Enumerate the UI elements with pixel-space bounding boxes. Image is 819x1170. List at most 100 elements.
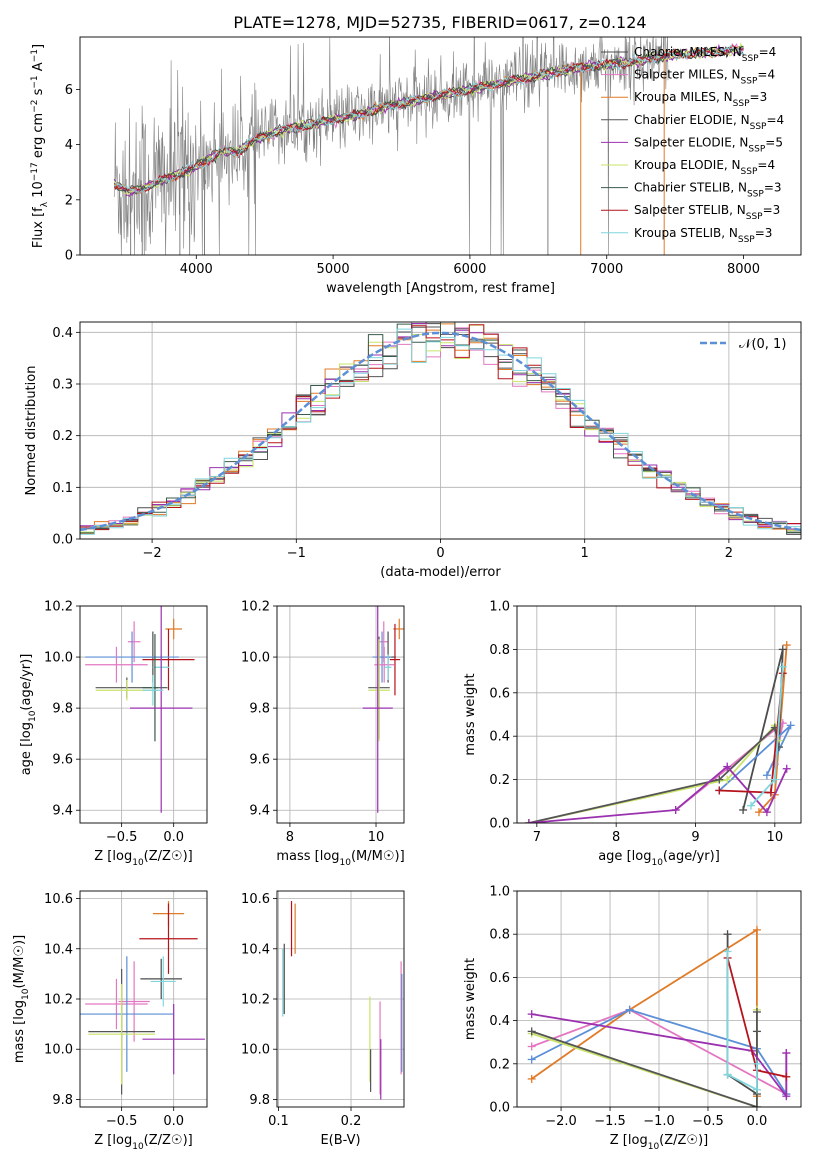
weight-series-line [531,1008,788,1095]
axes-frame [79,36,802,256]
plot-area [113,37,744,255]
y-tick-label: 9.4 [52,804,73,819]
mass-weight-vs-metallicity-plot: −2.0 −1.5 −1.0 −0.5 0.0 0.0 0.2 0.4 0.6 0.8 1.0 Z [… [463,885,802,1152]
y-tick-label: 0.0 [52,533,73,548]
x-tick-label: 9 [691,830,699,845]
y-tick-label: 9.6 [249,753,270,768]
x-tick-label: 4000 [180,262,213,277]
plot-area [362,606,404,813]
y-tick-label: 10.2 [241,600,270,615]
model-spectrum-kroupa_elodie [113,42,744,196]
y-tick-label: 10.4 [44,942,73,957]
y-tick-label: 10.4 [241,942,270,957]
x-tick-label: −0.5 [692,1114,724,1129]
legend-label: Chabrier ELODIE, NSSP=4 [634,113,784,132]
y-tick-label: 4 [65,138,73,153]
x-tick-label: −0.5 [106,1114,138,1129]
histogram-step-kroupa_stelib [80,328,801,535]
axes-frame [79,321,802,540]
plot-area [80,322,801,535]
y-axis-label: Flux [fλ 10−17 erg cm−2 s−1 A−1] [30,44,50,248]
x-axis-label: age [log10(age/yr)] [598,849,720,868]
y-tick-label: 10.2 [44,993,73,1008]
weight-series-line [531,1009,758,1107]
y-axis-label: mass weight [463,958,478,1040]
y-axis-label: age [log10(age/yr)] [19,654,38,776]
x-axis-label: (data-model)/error [380,565,501,580]
y-tick-label: 0 [65,249,73,264]
x-tick-label: 0.0 [163,1114,184,1129]
axes-frame [79,605,208,824]
y-axis-label: mass weight [463,673,478,755]
y-tick-label: 9.4 [249,804,270,819]
x-tick-label: 2 [725,546,733,561]
axes-frame [516,605,802,824]
x-tick-label: 0.0 [747,1114,768,1129]
x-axis-label: mass [log10(M/M☉)] [276,849,404,868]
plot-area [282,901,403,1100]
y-tick-label: 10.0 [241,651,270,666]
age-vs-metallicity-plot: −0.5 0.0 9.4 9.6 9.8 10.0 10.2 Z [log10(Z/Z☉)] a… [19,600,208,868]
legend-label: Kroupa MILES, NSSP=3 [634,90,767,109]
x-tick-label: −1 [287,546,306,561]
axes-frame [276,890,405,1108]
figure-title: PLATE=1278, MJD=52735, FIBERID=0617, z=0… [233,13,646,32]
y-tick-label: 0.3 [52,378,73,393]
y-tick-label: 9.6 [52,753,73,768]
y-tick-label: 0.2 [489,1057,510,1072]
legend-label: Chabrier MILES, NSSP=4 [634,45,776,64]
x-tick-label: 8 [286,830,294,845]
y-tick-label: 2 [65,193,73,208]
y-tick-label: 10.2 [44,600,73,615]
legend-label: Kroupa STELIB, NSSP=3 [634,226,772,245]
x-tick-label: 0 [436,546,444,561]
y-tick-label: 1.0 [489,885,510,900]
weight-series-line [528,723,780,823]
mass-vs-ebv-plot: 0.1 0.2 9.8 10.0 10.2 10.4 10.6 E(B-V) [241,890,405,1148]
model-spectrum-kroupa_stelib [114,44,744,193]
x-tick-label: −1.0 [643,1114,675,1129]
y-tick-label: 0.0 [489,1101,510,1116]
y-axis-label: Normed distribution [24,366,39,496]
y-tick-label: 9.8 [52,1093,73,1108]
y-tick-label: 0.0 [489,817,510,832]
y-tick-label: 10.0 [44,651,73,666]
y-tick-label: 10.6 [44,892,73,907]
plot-area [80,901,205,1095]
x-tick-label: 0.2 [341,1114,362,1129]
x-tick-label: 6000 [453,262,486,277]
weight-series-line [531,928,758,1097]
x-axis-label: Z [log10(Z/Z☉)] [94,849,192,868]
weight-series-line [726,951,758,1092]
y-tick-label: 1.0 [489,600,510,615]
y-tick-label: 9.8 [249,1093,270,1108]
x-tick-label: 7 [533,830,541,845]
y-tick-label: 6 [65,83,73,98]
weight-series-line [531,1012,758,1107]
y-tick-label: 0.6 [489,686,510,701]
histogram-step-kroupa_elodie [80,324,801,533]
legend-label: Salpeter ELODIE, NSSP=5 [634,135,783,154]
plot-area [524,641,795,823]
y-tick-label: 10.6 [241,892,270,907]
y-tick-label: 9.8 [52,702,73,717]
y-tick-label: 0.6 [489,971,510,986]
axes-frame [276,605,405,824]
x-tick-label: 10 [368,830,385,845]
y-tick-label: 10.0 [44,1043,73,1058]
x-tick-label: −2 [143,546,162,561]
y-tick-label: 0.2 [489,773,510,788]
y-tick-label: 0.1 [52,481,73,496]
residual-histogram-plot: −2 −1 0 1 2 0.0 0.1 0.2 0.3 0.4 (data-model)/error… [24,321,802,580]
weight-series-line [718,724,792,792]
x-axis-label: E(B-V) [320,1133,360,1148]
y-tick-label: 0.8 [489,643,510,658]
age-vs-mass-plot: 8 10 9.4 9.6 9.8 10.0 10.2 mass [log10(M/M☉)] [241,600,405,869]
x-tick-label: 8 [612,830,620,845]
weight-series-line [528,725,780,823]
x-tick-label: 8000 [727,262,760,277]
legend-label: 𝒩(0, 1) [739,337,786,352]
x-tick-label: 0.1 [268,1114,289,1129]
legend-label: Chabrier STELIB, NSSP=3 [634,181,782,200]
